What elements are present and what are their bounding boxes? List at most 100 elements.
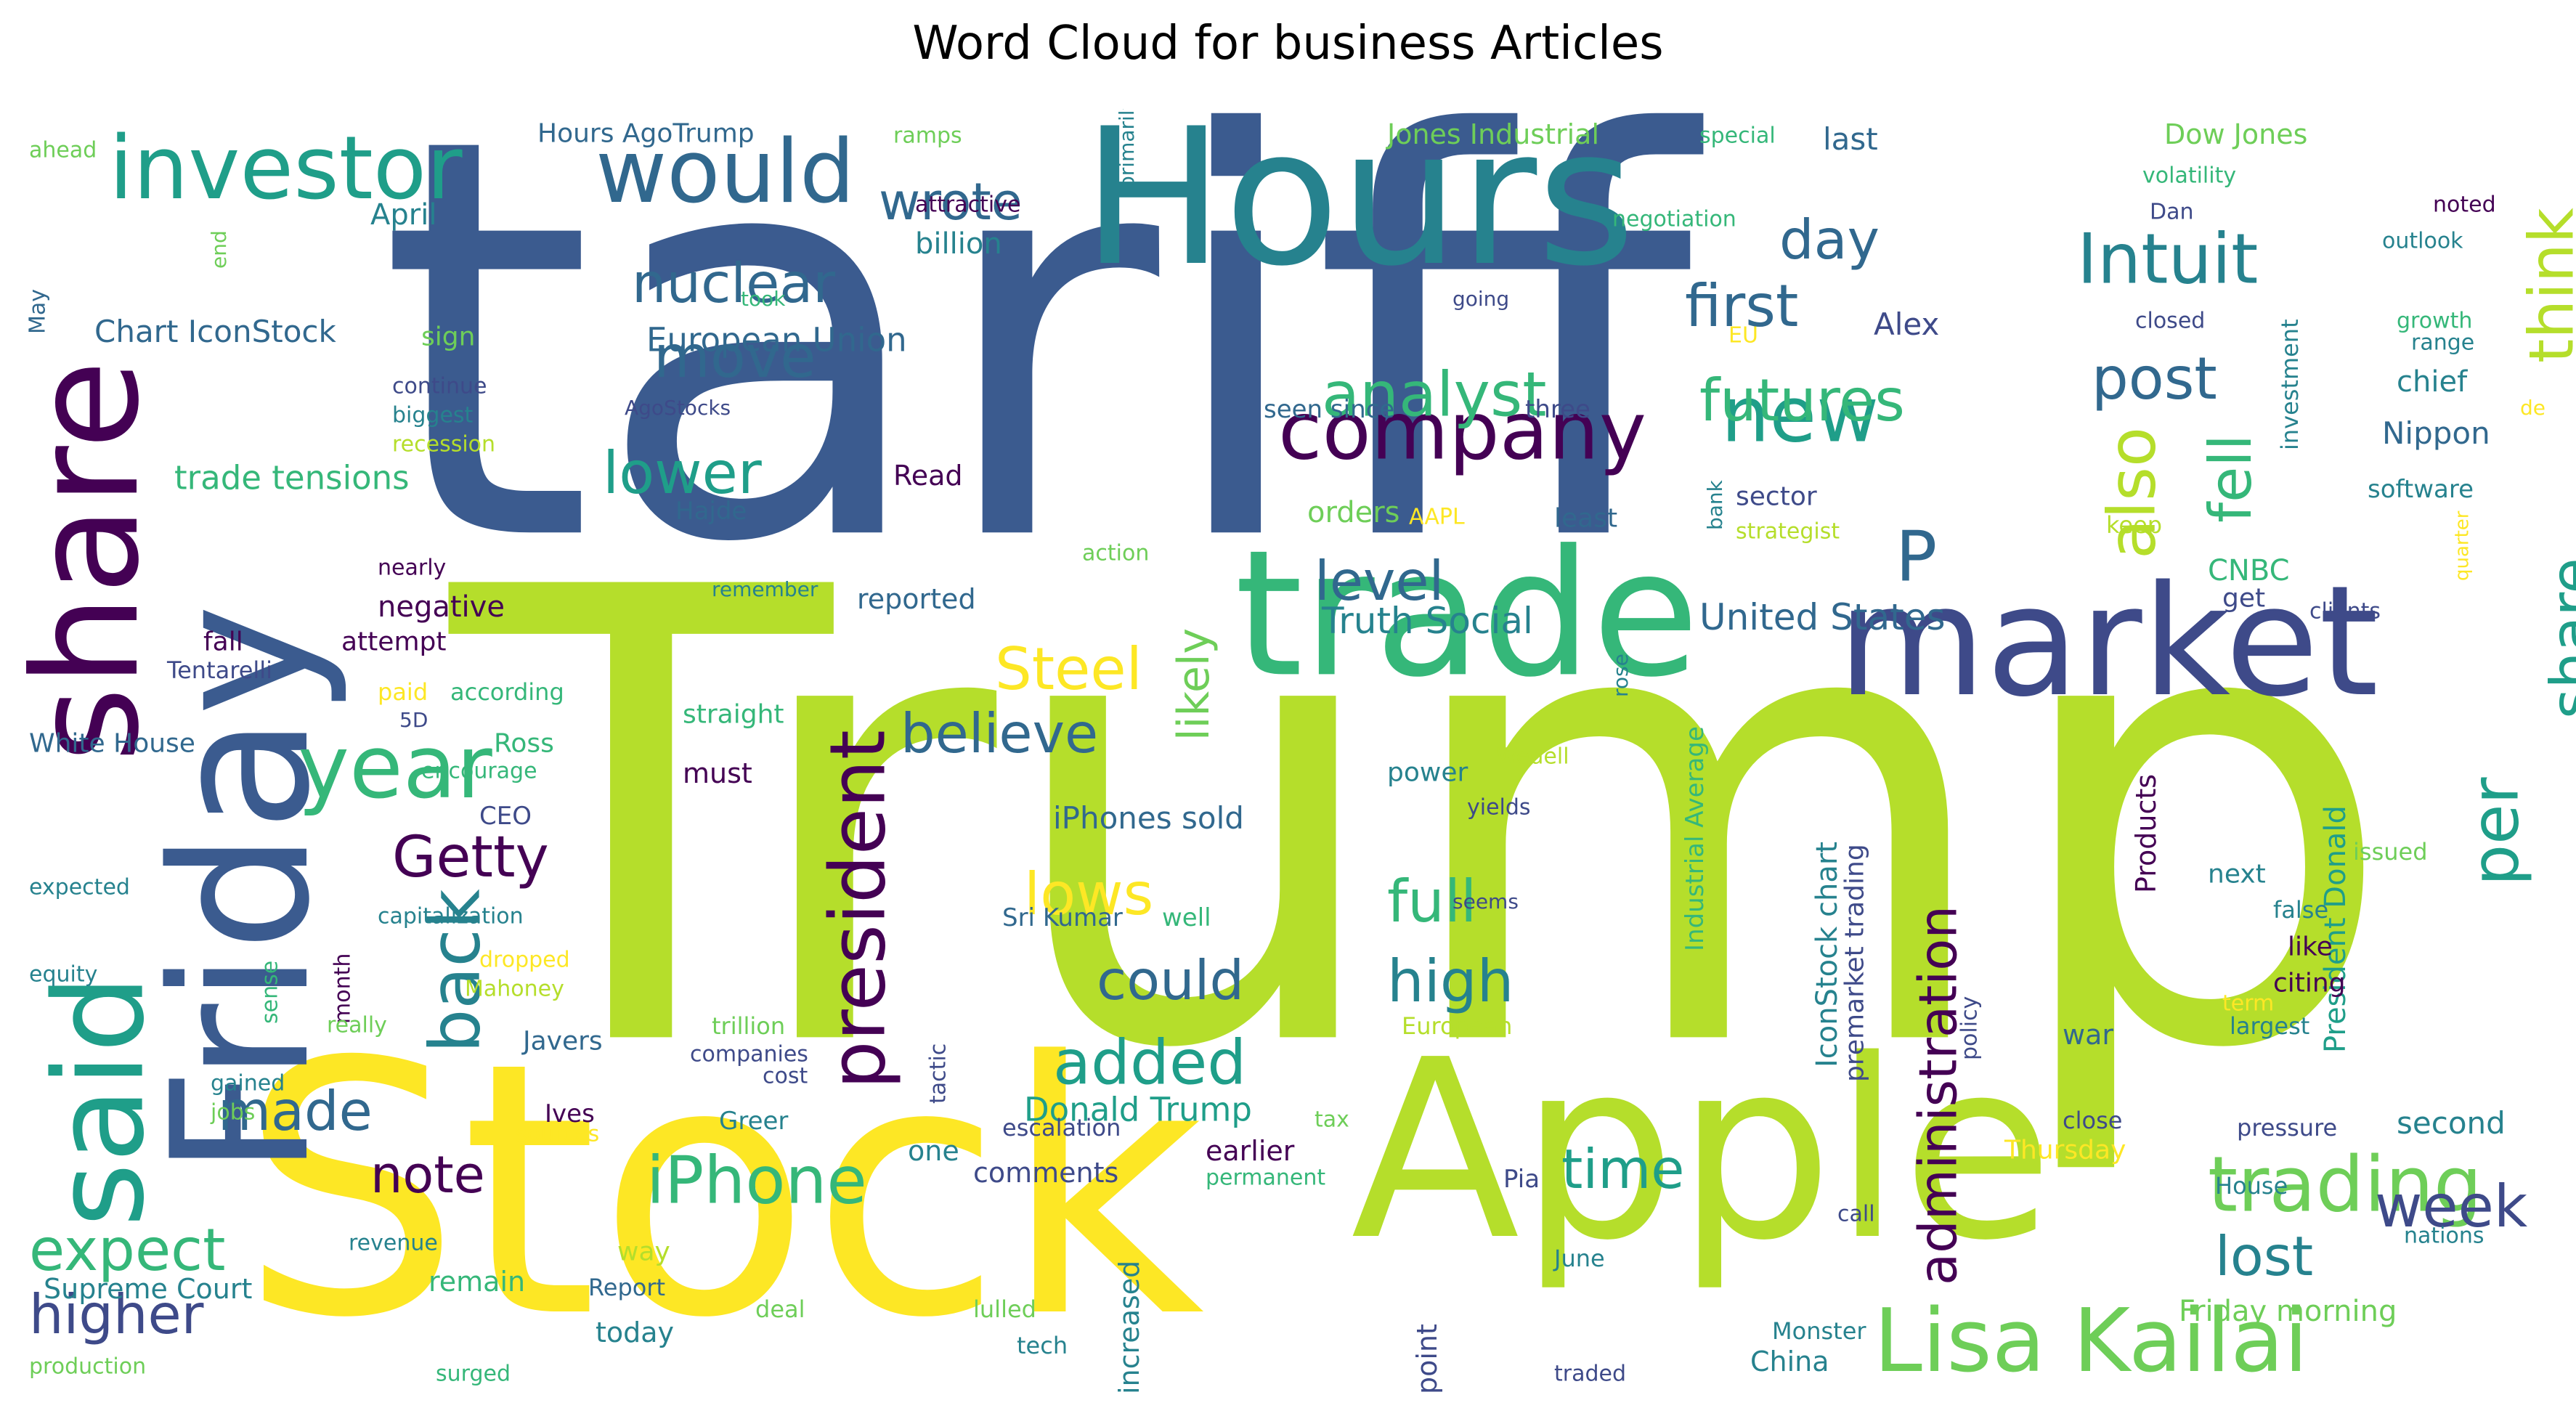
- word-trillion: trillion: [712, 1012, 785, 1040]
- word-post: post: [2092, 345, 2217, 412]
- word-jobs: jobs: [210, 1100, 255, 1126]
- word-sign: sign: [421, 322, 475, 352]
- word-last: last: [1823, 121, 1878, 157]
- word-companies: companies: [690, 1042, 808, 1067]
- word-level: level: [1315, 549, 1444, 613]
- word-nippon: Nippon: [2382, 415, 2490, 451]
- word-products: Products: [2130, 774, 2162, 893]
- word-bank: bank: [1703, 479, 1727, 530]
- word-said: said: [28, 974, 172, 1227]
- word-expected: expected: [29, 875, 130, 900]
- word-yields: yields: [1467, 795, 1531, 821]
- word-higher: higher: [29, 1282, 204, 1346]
- word-per: per: [2457, 777, 2533, 886]
- word-hours: Hours: [1082, 109, 1636, 308]
- word-nations: nations: [2404, 1224, 2484, 1249]
- word-strategist: strategist: [1736, 519, 1840, 545]
- word-must: must: [683, 757, 752, 789]
- word-new: new: [1721, 371, 1879, 460]
- word-sri-kumar: Sri Kumar: [1002, 903, 1123, 932]
- word-high: high: [1387, 948, 1513, 1015]
- word-hours-agotrump: Hours AgoTrump: [537, 119, 755, 149]
- word-apple: Apple: [1351, 1007, 2054, 1295]
- word-investor: investor: [109, 118, 463, 219]
- word-full: full: [1387, 868, 1476, 935]
- word-citing: citing: [2273, 969, 2346, 998]
- word-attempt: attempt: [341, 627, 446, 657]
- word-lost: lost: [2215, 1224, 2313, 1288]
- word-ahead: ahead: [29, 138, 97, 163]
- word-aapl: AAPL: [1409, 505, 1465, 530]
- word-increased: increased: [1113, 1261, 1145, 1394]
- word-comments: comments: [973, 1157, 1118, 1189]
- word-president-donald: President Donald: [2319, 805, 2352, 1053]
- word-billion: billion: [915, 227, 1002, 261]
- word-iphone: iPhone: [646, 1142, 867, 1218]
- word-nuclear: nuclear: [632, 251, 835, 315]
- word-special: special: [1699, 123, 1776, 149]
- word-ceo: CEO: [479, 802, 532, 831]
- word-cloud: tariff Trump Stock Apple Hours trade market Fri…: [0, 109, 2576, 1408]
- word-intuit: Intuit: [2077, 220, 2258, 300]
- word-day: day: [1779, 208, 1880, 272]
- word-european-union: European Union: [646, 321, 907, 359]
- word-revenue: revenue: [349, 1231, 438, 1256]
- word-pressure: pressure: [2237, 1114, 2337, 1142]
- word-earlier: earlier: [1206, 1135, 1295, 1167]
- word-policy: policy: [1957, 996, 1983, 1060]
- word-would: would: [596, 122, 855, 223]
- word-first: first: [1685, 272, 1798, 340]
- word-may: May: [25, 289, 51, 334]
- word-one: one: [908, 1135, 959, 1167]
- word-tariff: tariff: [378, 109, 1710, 663]
- word-jones-industrial: Jones Industrial: [1386, 118, 1599, 150]
- word-negotiation: negotiation: [1612, 207, 1736, 232]
- word-steel: Steel: [995, 635, 1142, 703]
- word-added: added: [1053, 1027, 1246, 1099]
- word-close: close: [2063, 1107, 2122, 1134]
- word-clients: clients: [2309, 599, 2381, 624]
- word-made: made: [218, 1079, 373, 1143]
- word-week: week: [2375, 1173, 2528, 1240]
- word-move: move: [654, 323, 816, 391]
- word-investment: investment: [2276, 319, 2304, 450]
- word-year: year: [298, 717, 492, 818]
- word-trade-tensions: trade tensions: [174, 459, 410, 497]
- word-house: House: [2215, 1172, 2288, 1200]
- word-really: really: [327, 1013, 387, 1038]
- word-closed: closed: [2135, 309, 2205, 334]
- word-expect: expect: [29, 1216, 226, 1284]
- word-took: took: [741, 287, 786, 311]
- word-report: Report: [588, 1274, 665, 1301]
- word-war: war: [2063, 1019, 2113, 1051]
- word-reported: reported: [857, 583, 976, 615]
- word-de: de: [2520, 396, 2545, 420]
- word-premarket-trading: premarket trading: [1840, 844, 1870, 1082]
- word-tactic: tactic: [926, 1043, 951, 1104]
- word-thursday: Thursday: [2004, 1136, 2126, 1165]
- word-end: end: [207, 230, 231, 269]
- word-market: market: [1837, 553, 2378, 731]
- word-company: company: [1278, 385, 1646, 478]
- word-recession: recession: [392, 432, 495, 457]
- word-greer: Greer: [719, 1107, 788, 1136]
- word-capitalization: capitalization: [378, 904, 524, 929]
- word-primarily: primarily: [1115, 109, 1139, 189]
- word-call: call: [1837, 1202, 1875, 1227]
- word-false: false: [2273, 896, 2328, 924]
- word-sources: sources: [516, 1122, 599, 1147]
- word-ross: Ross: [494, 729, 554, 759]
- word-think: think: [2516, 208, 2576, 363]
- word-hajde: Hajde: [675, 497, 747, 526]
- word-dropped: dropped: [479, 948, 570, 973]
- word-permanent: permanent: [1206, 1165, 1325, 1191]
- word-issued: issued: [2353, 838, 2428, 866]
- word-cost: cost: [763, 1064, 808, 1089]
- word-wrote: wrote: [879, 172, 1023, 232]
- word-going: going: [1452, 287, 1509, 311]
- word-futures: futures: [1699, 367, 1905, 434]
- word-stock: Stock: [240, 988, 1204, 1394]
- word-industrial-average: Industrial Average: [1681, 726, 1710, 951]
- word-seen-since: seen since: [1264, 395, 1394, 424]
- word-alex: Alex: [1874, 306, 1939, 342]
